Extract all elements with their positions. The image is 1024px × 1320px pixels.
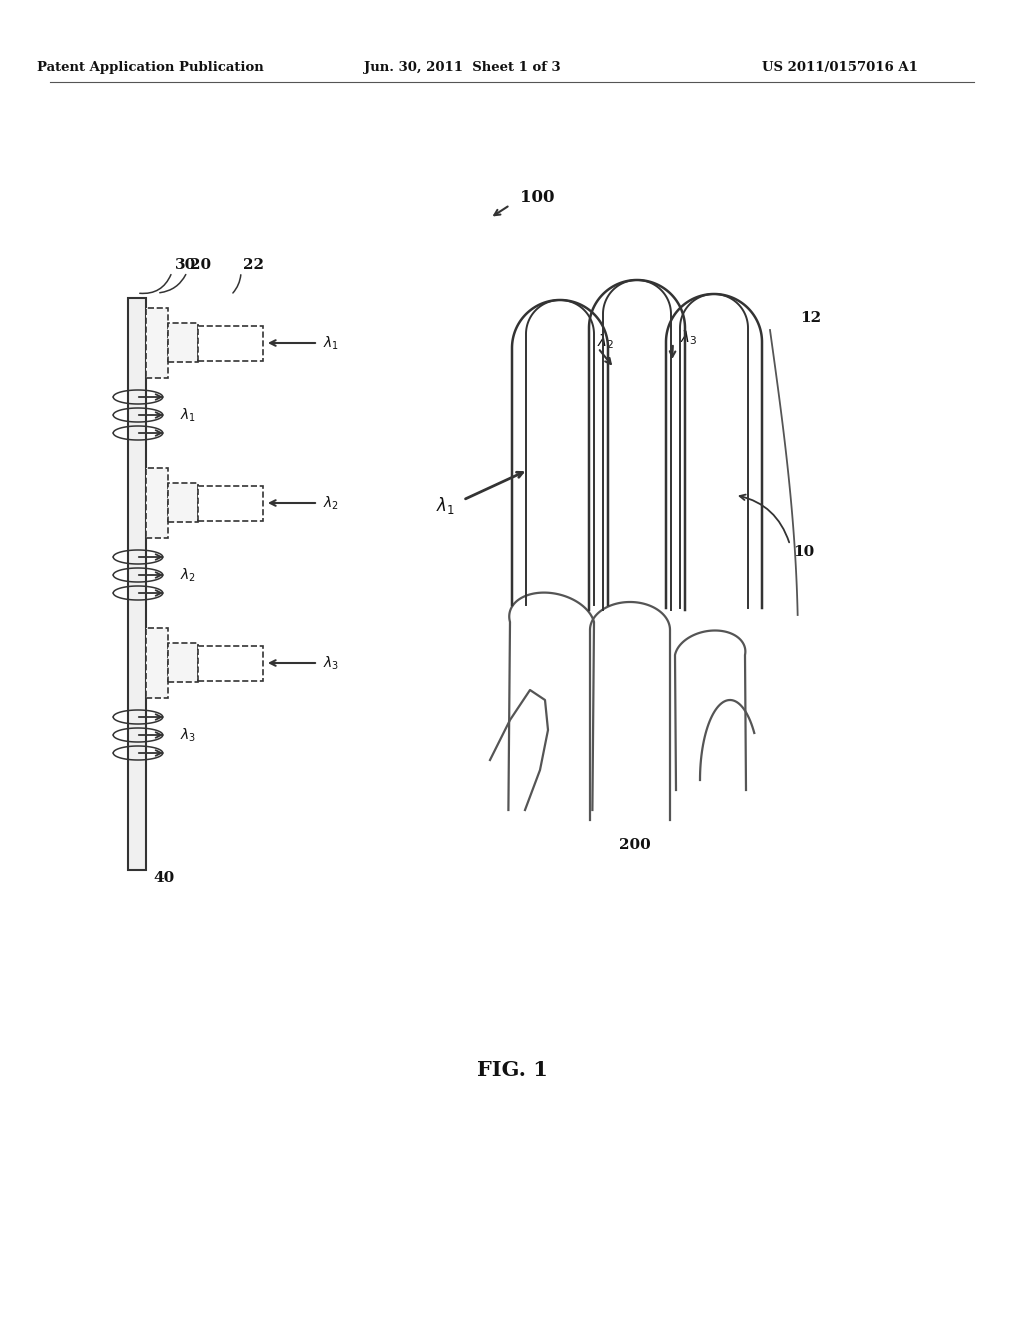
Text: $\lambda_3$: $\lambda_3$ <box>180 726 197 743</box>
Text: $\lambda_2$: $\lambda_2$ <box>323 494 339 512</box>
Text: $\lambda_1$: $\lambda_1$ <box>436 495 455 516</box>
Text: 100: 100 <box>520 190 555 206</box>
Bar <box>168 323 198 362</box>
Bar <box>128 298 146 870</box>
Bar <box>146 308 168 378</box>
Text: 22: 22 <box>243 257 264 272</box>
Text: $\lambda_2$: $\lambda_2$ <box>597 333 614 351</box>
Text: FIG. 1: FIG. 1 <box>476 1060 548 1080</box>
Text: $\lambda_1$: $\lambda_1$ <box>180 407 196 424</box>
Bar <box>168 483 198 521</box>
Text: Jun. 30, 2011  Sheet 1 of 3: Jun. 30, 2011 Sheet 1 of 3 <box>364 62 560 74</box>
Text: 30: 30 <box>175 257 197 272</box>
Text: Patent Application Publication: Patent Application Publication <box>37 62 263 74</box>
Bar <box>146 628 168 698</box>
Text: 200: 200 <box>620 838 651 851</box>
Text: $\lambda_3$: $\lambda_3$ <box>680 329 697 347</box>
Text: $\lambda_3$: $\lambda_3$ <box>323 655 339 672</box>
Bar <box>198 645 263 681</box>
Text: $\lambda_2$: $\lambda_2$ <box>180 566 196 583</box>
Text: 12: 12 <box>800 312 821 325</box>
Text: 40: 40 <box>153 871 174 884</box>
Text: US 2011/0157016 A1: US 2011/0157016 A1 <box>762 62 918 74</box>
Text: 10: 10 <box>793 545 814 558</box>
Text: 20: 20 <box>190 257 211 272</box>
Bar <box>168 643 198 682</box>
Bar <box>146 469 168 539</box>
Text: $\lambda_1$: $\lambda_1$ <box>323 334 339 351</box>
Bar <box>198 486 263 520</box>
Bar <box>198 326 263 360</box>
